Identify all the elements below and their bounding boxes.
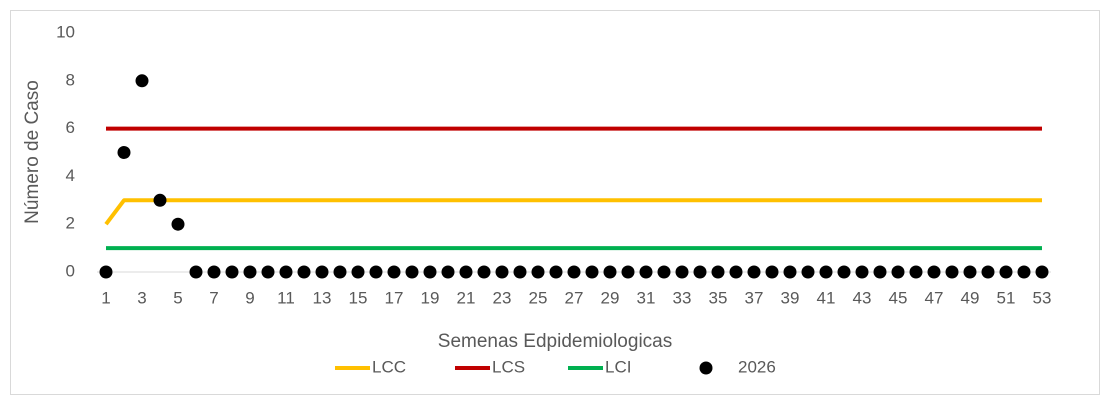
x-tick-label: 5 [173, 288, 182, 307]
data-point [135, 74, 149, 88]
y-tick-label: 8 [66, 70, 75, 89]
x-tick-label: 19 [421, 288, 440, 307]
x-tick-label: 33 [673, 288, 692, 307]
data-point [639, 265, 653, 279]
data-point [945, 265, 959, 279]
data-point [531, 265, 545, 279]
data-point [513, 265, 527, 279]
y-tick-label: 6 [66, 118, 75, 137]
data-point [1017, 265, 1031, 279]
data-point [981, 265, 995, 279]
x-tick-label: 51 [997, 288, 1016, 307]
x-tick-label: 35 [709, 288, 728, 307]
data-point [243, 265, 257, 279]
legend-label: LCC [372, 357, 406, 376]
data-point [315, 265, 329, 279]
data-point [333, 265, 347, 279]
x-tick-label: 53 [1033, 288, 1052, 307]
data-point [117, 146, 131, 159]
data-point [783, 265, 797, 279]
data-point [765, 265, 779, 279]
data-point [927, 265, 941, 279]
x-tick-label: 41 [817, 288, 836, 307]
y-tick-label: 10 [56, 22, 75, 41]
data-point [459, 265, 473, 279]
chart-frame [10, 10, 1100, 395]
line-series [104, 198, 1042, 226]
x-tick-label: 25 [529, 288, 548, 307]
data-point [585, 265, 599, 279]
x-tick-label: 21 [457, 288, 476, 307]
data-point [549, 265, 563, 279]
data-point [855, 265, 869, 279]
data-point [495, 265, 509, 279]
x-tick-label: 45 [889, 288, 908, 307]
legend-label: LCI [605, 357, 631, 376]
x-tick-label: 23 [493, 288, 512, 307]
x-tick-label: 49 [961, 288, 980, 307]
data-point [153, 193, 167, 207]
data-point [207, 265, 221, 279]
legend-swatch [699, 361, 713, 375]
data-point [621, 265, 635, 279]
data-point [711, 265, 725, 279]
data-point [747, 265, 761, 279]
data-point [729, 265, 743, 279]
data-point [297, 265, 311, 279]
data-point [873, 265, 887, 279]
data-point [999, 265, 1013, 279]
data-point [189, 265, 203, 279]
data-point [819, 265, 833, 279]
legend-label: 2026 [738, 357, 776, 376]
data-point [1035, 265, 1049, 279]
data-point [351, 265, 365, 279]
data-point [801, 265, 815, 279]
x-tick-label: 29 [601, 288, 620, 307]
x-tick-label: 11 [277, 288, 295, 307]
data-point [477, 265, 491, 279]
x-axis-title: Semenas Edpidemiologicas [438, 331, 672, 352]
data-point [567, 265, 581, 279]
legend-label: LCS [492, 357, 525, 376]
data-point [909, 265, 923, 279]
data-point [405, 265, 419, 279]
x-tick-label: 15 [349, 288, 368, 307]
data-point [603, 265, 617, 279]
y-tick-label: 0 [66, 261, 75, 280]
data-point [963, 265, 977, 279]
data-point [657, 265, 671, 279]
data-point [423, 265, 437, 279]
data-point [837, 265, 851, 279]
x-tick-label: 37 [745, 288, 764, 307]
data-point [369, 265, 383, 279]
data-point [441, 265, 455, 279]
x-tick-label: 9 [245, 288, 254, 307]
x-tick-label: 13 [313, 288, 332, 307]
data-point [171, 217, 185, 231]
data-point [225, 265, 239, 279]
data-point [891, 265, 905, 279]
x-tick-label: 31 [637, 288, 656, 307]
x-tick-label: 1 [101, 288, 110, 307]
y-tick-label: 4 [66, 166, 75, 185]
data-point [675, 265, 689, 279]
x-tick-label: 17 [385, 288, 404, 307]
data-point [279, 265, 293, 279]
data-point [261, 265, 275, 279]
data-point [99, 265, 113, 279]
x-tick-label: 39 [781, 288, 800, 307]
y-tick-label: 2 [66, 214, 75, 233]
x-tick-label: 47 [925, 288, 944, 307]
x-tick-label: 3 [137, 288, 146, 307]
data-point [387, 265, 401, 279]
x-tick-label: 27 [565, 288, 584, 307]
x-tick-label: 43 [853, 288, 872, 307]
y-axis-title: Número de Caso [22, 80, 43, 224]
x-tick-label: 7 [209, 288, 218, 307]
data-point [693, 265, 707, 279]
